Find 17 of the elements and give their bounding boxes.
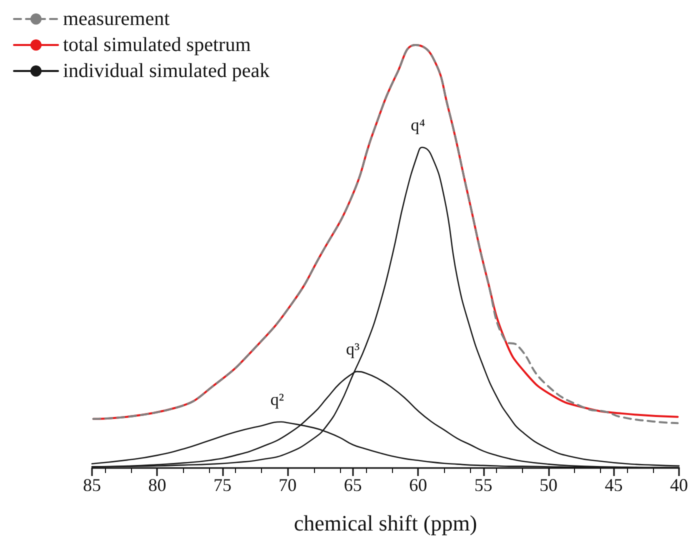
x-tick-label: 50 bbox=[540, 475, 558, 495]
x-tick-label: 70 bbox=[278, 475, 297, 495]
annotation: q⁴ bbox=[410, 115, 426, 134]
x-tick-label: 40 bbox=[670, 475, 688, 495]
x-tick-label: 60 bbox=[409, 475, 428, 495]
x-tick-label: 75 bbox=[213, 475, 232, 495]
x-tick-label: 55 bbox=[474, 475, 492, 495]
x-axis-title: chemical shift (ppm) bbox=[294, 510, 478, 536]
annotation: q³ bbox=[346, 340, 360, 359]
legend-label: measurement bbox=[63, 8, 170, 30]
x-tick-label: 85 bbox=[83, 475, 101, 495]
x-tick-label: 45 bbox=[604, 475, 623, 495]
legend-label: total simulated spetrum bbox=[63, 34, 252, 56]
legend-label: individual simulated peak bbox=[63, 60, 270, 82]
annotation: q² bbox=[270, 390, 284, 409]
x-tick-label: 80 bbox=[148, 475, 166, 495]
x-tick-label: 65 bbox=[344, 475, 362, 495]
